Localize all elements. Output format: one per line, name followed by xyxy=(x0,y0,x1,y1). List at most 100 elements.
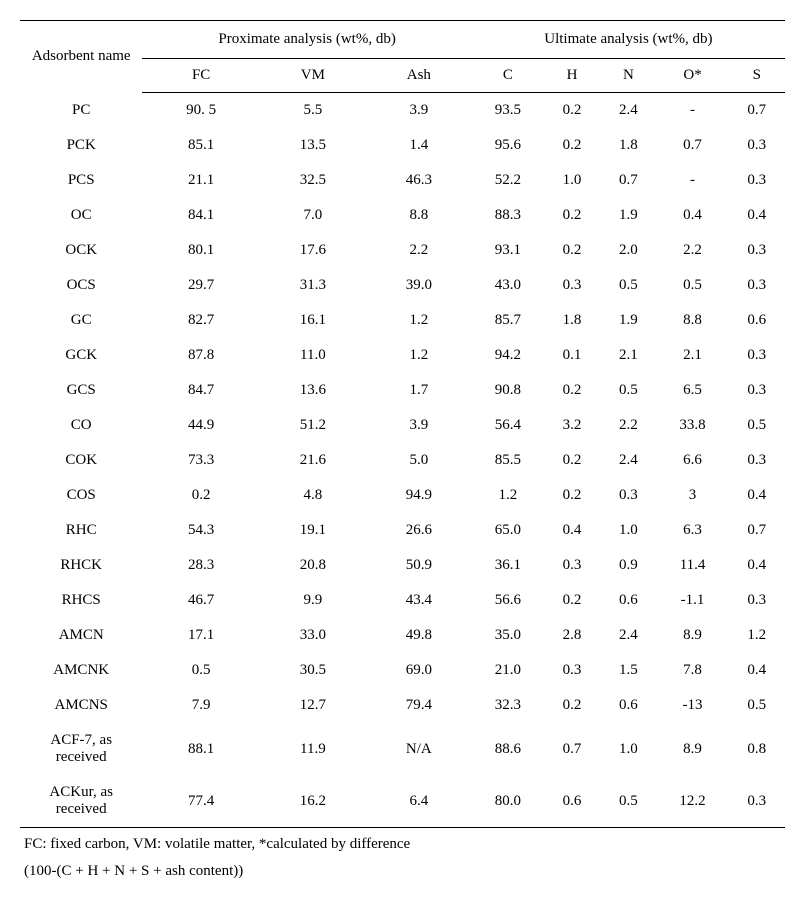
cell: 90.8 xyxy=(472,373,544,408)
footnote-1: FC: fixed carbon, VM: volatile matter, *… xyxy=(20,828,785,855)
cell: 54.3 xyxy=(142,513,260,548)
cell: 16.1 xyxy=(260,303,366,338)
cell: N/A xyxy=(366,723,472,775)
cell: 6.6 xyxy=(657,443,729,478)
cell: 0.5 xyxy=(600,373,656,408)
cell: 0.4 xyxy=(729,198,785,233)
cell: 43.4 xyxy=(366,583,472,618)
cell: 1.0 xyxy=(600,723,656,775)
cell: 65.0 xyxy=(472,513,544,548)
cell: 2.2 xyxy=(657,233,729,268)
cell: 0.3 xyxy=(729,268,785,303)
cell: 0.4 xyxy=(544,513,600,548)
row-name: GCK xyxy=(20,338,142,373)
cell: 3 xyxy=(657,478,729,513)
cell: 29.7 xyxy=(142,268,260,303)
cell: 6.4 xyxy=(366,775,472,828)
cell: 13.5 xyxy=(260,128,366,163)
cell: 0.1 xyxy=(544,338,600,373)
row-name: AMCN xyxy=(20,618,142,653)
cell: 11.9 xyxy=(260,723,366,775)
table-row: OCS29.731.339.043.00.30.50.50.3 xyxy=(20,268,785,303)
row-name: AMCNK xyxy=(20,653,142,688)
row-name: COK xyxy=(20,443,142,478)
cell: 85.1 xyxy=(142,128,260,163)
cell: 1.8 xyxy=(600,128,656,163)
cell: 1.5 xyxy=(600,653,656,688)
table-row: RHC54.319.126.665.00.41.06.30.7 xyxy=(20,513,785,548)
cell: 1.9 xyxy=(600,303,656,338)
cell: 6.3 xyxy=(657,513,729,548)
cell: 3.9 xyxy=(366,93,472,129)
cell: 1.0 xyxy=(544,163,600,198)
cell: 84.7 xyxy=(142,373,260,408)
cell: 0.7 xyxy=(729,513,785,548)
cell: 49.8 xyxy=(366,618,472,653)
cell: 0.4 xyxy=(729,548,785,583)
table-row: GCK87.811.01.294.20.12.12.10.3 xyxy=(20,338,785,373)
cell: 39.0 xyxy=(366,268,472,303)
cell: 1.8 xyxy=(544,303,600,338)
table-row: RHCS46.79.943.456.60.20.6-1.10.3 xyxy=(20,583,785,618)
table-row: PCK85.113.51.495.60.21.80.70.3 xyxy=(20,128,785,163)
header-proximate: Proximate analysis (wt%, db) xyxy=(142,21,471,59)
row-name: COS xyxy=(20,478,142,513)
cell: 94.2 xyxy=(472,338,544,373)
cell: 0.2 xyxy=(544,128,600,163)
cell: 44.9 xyxy=(142,408,260,443)
table-row: COK73.321.65.085.50.22.46.60.3 xyxy=(20,443,785,478)
row-name: PCK xyxy=(20,128,142,163)
cell: 95.6 xyxy=(472,128,544,163)
cell: 0.3 xyxy=(729,775,785,828)
cell: 11.4 xyxy=(657,548,729,583)
cell: 0.5 xyxy=(657,268,729,303)
cell: 0.3 xyxy=(544,268,600,303)
cell: 8.9 xyxy=(657,618,729,653)
cell: 46.3 xyxy=(366,163,472,198)
cell: 82.7 xyxy=(142,303,260,338)
cell: 0.6 xyxy=(729,303,785,338)
row-name: CO xyxy=(20,408,142,443)
row-name: OCK xyxy=(20,233,142,268)
cell: 84.1 xyxy=(142,198,260,233)
cell: 0.8 xyxy=(729,723,785,775)
cell: 7.9 xyxy=(142,688,260,723)
row-name: GCS xyxy=(20,373,142,408)
cell: 2.4 xyxy=(600,93,656,129)
table-row: COS0.24.894.91.20.20.330.4 xyxy=(20,478,785,513)
table-body: PC90. 55.53.993.50.22.4-0.7PCK85.113.51.… xyxy=(20,93,785,828)
table-row: RHCK28.320.850.936.10.30.911.40.4 xyxy=(20,548,785,583)
cell: 8.8 xyxy=(657,303,729,338)
table-row: AMCNK0.530.569.021.00.31.57.80.4 xyxy=(20,653,785,688)
cell: 36.1 xyxy=(472,548,544,583)
cell: 12.2 xyxy=(657,775,729,828)
table-header: Adsorbent name Proximate analysis (wt%, … xyxy=(20,21,785,93)
cell: 1.2 xyxy=(472,478,544,513)
cell: 31.3 xyxy=(260,268,366,303)
table-row: AMCNS7.912.779.432.30.20.6-130.5 xyxy=(20,688,785,723)
cell: 94.9 xyxy=(366,478,472,513)
cell: 0.5 xyxy=(142,653,260,688)
cell: 88.3 xyxy=(472,198,544,233)
cell: 46.7 xyxy=(142,583,260,618)
cell: 26.6 xyxy=(366,513,472,548)
cell: 1.9 xyxy=(600,198,656,233)
cell: 52.2 xyxy=(472,163,544,198)
cell: 1.2 xyxy=(729,618,785,653)
cell: 1.7 xyxy=(366,373,472,408)
cell: 17.6 xyxy=(260,233,366,268)
cell: 0.2 xyxy=(142,478,260,513)
subheader-o: O* xyxy=(657,59,729,93)
subheader-fc: FC xyxy=(142,59,260,93)
cell: 30.5 xyxy=(260,653,366,688)
table-row: PCS21.132.546.352.21.00.7-0.3 xyxy=(20,163,785,198)
cell: 0.2 xyxy=(544,233,600,268)
cell: 5.5 xyxy=(260,93,366,129)
cell: 56.6 xyxy=(472,583,544,618)
header-adsorbent: Adsorbent name xyxy=(20,21,142,93)
cell: 4.8 xyxy=(260,478,366,513)
row-name: GC xyxy=(20,303,142,338)
cell: 0.7 xyxy=(544,723,600,775)
row-name: ACKur, as received xyxy=(20,775,142,828)
cell: 90. 5 xyxy=(142,93,260,129)
